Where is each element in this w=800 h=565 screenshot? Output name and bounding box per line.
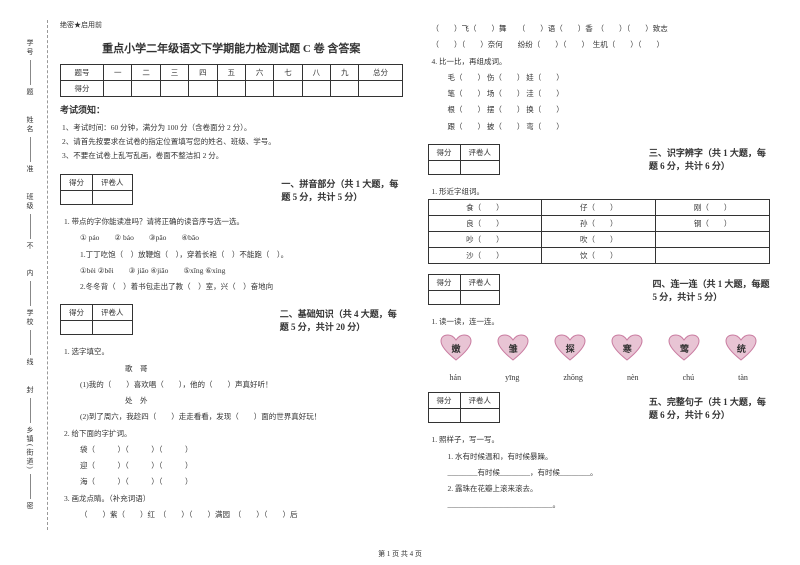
q-text: 1. 读一读，连一连。: [432, 316, 771, 327]
pinyin-row: hán yīng zhōng nèn chú tàn: [428, 373, 771, 382]
side-label: 乡镇(街道): [25, 426, 35, 471]
notice-item: 1、考试时间：60 分钟，满分为 100 分（含卷面分 2 分）。: [62, 122, 403, 133]
section-5-title: 五、完整句子（共 1 大题，每题 6 分，共计 6 分）: [649, 395, 770, 421]
q-line: 1.丁丁吃饱（ ）放鞭炮（ ），穿着长袍（ ）不能跑（ ）。: [64, 249, 403, 260]
q-line: 2.冬冬背（ ）着书包走出了教（ ）室，兴（ ）奋地向: [64, 281, 403, 292]
q-options: ① páo ② báo ③pǎo ④bǎo: [64, 232, 403, 243]
q-text: 处 外: [64, 395, 403, 406]
heart-icon: 莺: [668, 334, 700, 362]
right-column: （ ）飞（ ）舞 （ ）语（ ）香 （ ）（ ）致志 （ ）（ ）奈何 纷纷（ …: [428, 20, 771, 540]
side-info-strip: 学号 题 姓名 准 班级 不 内 学校 线 封 乡镇(街道) 密: [10, 30, 50, 520]
notice-item: 2、请首先按要求在试卷的指定位置填写您的姓名、班级、学号。: [62, 136, 403, 147]
page-number: 第 1 页 共 4 页: [0, 549, 800, 559]
side-label: 姓名: [25, 116, 35, 134]
notice-title: 考试须知：: [60, 103, 403, 116]
notice-item: 3、不要在试卷上乱写乱画，卷面不整洁扣 2 分。: [62, 150, 403, 161]
score-summary-table: 题号一二三四五六七八九总分 得分: [60, 64, 403, 97]
pinyin-label: hán: [450, 373, 462, 382]
side-label: 班级: [25, 193, 35, 211]
q-text: 1. 水有时候温和，有时候暴躁。: [432, 451, 771, 462]
seal-text: 绝密★启用前: [60, 20, 403, 30]
q-text: 毛（ ） 伤（ ） 娃（ ）: [432, 72, 771, 83]
q-text: 迎（ ）（ ）（ ）: [64, 460, 403, 471]
q-text: （ ）飞（ ）舞 （ ）语（ ）香 （ ）（ ）致志: [432, 23, 771, 34]
side-hint: 密: [25, 502, 35, 511]
q-text: 2. 给下面的字扩词。: [64, 428, 403, 439]
heart-icon: 探: [554, 334, 586, 362]
side-hint: 题: [25, 88, 35, 97]
section-2-title: 二、基础知识（共 4 大题，每题 5 分，共计 20 分）: [280, 307, 403, 333]
side-hint: 线: [25, 358, 35, 367]
q-text: 1. 带点的字你能读准吗？请将正确的读音序号选一选。: [64, 216, 403, 227]
q-text: 跟（ ） 披（ ） 弯（ ）: [432, 121, 771, 132]
side-label: 学号: [25, 39, 35, 57]
q-text: 1. 形近字组词。: [432, 186, 771, 197]
section-3-title: 三、识字辨字（共 1 大题，每题 6 分，共计 6 分）: [649, 146, 770, 172]
exam-page: 绝密★启用前 重点小学二年级语文下学期能力检测试题 C 卷 含答案 题号一二三四…: [0, 0, 800, 540]
q-text: 3. 画龙点睛。（补充词语）: [64, 493, 403, 504]
q-text: 歌 哥: [64, 363, 403, 374]
q-options: ①bèi ②bēi ③ jiāo ④jiāo ⑤xīng ⑥xìng: [64, 265, 403, 276]
q-text: 4. 比一比，再组成词。: [432, 56, 771, 67]
section-score-box: 得分评卷人: [428, 274, 641, 305]
side-hint: 封: [25, 386, 35, 395]
section-1-title: 一、拼音部分（共 1 大题，每题 5 分，共计 5 分）: [281, 177, 402, 203]
section-4-title: 四、连一连（共 1 大题，每题 5 分，共计 5 分）: [652, 277, 770, 303]
q-text: ____________________________。: [432, 499, 771, 510]
q-text: ________有时候________，有时候________。: [432, 467, 771, 478]
side-hint: 内: [25, 269, 35, 278]
heart-icon: 统: [725, 334, 757, 362]
q-text: 1. 照样子，写一写。: [432, 434, 771, 445]
section-score-box: 得分评卷人: [60, 174, 269, 205]
notice-list: 1、考试时间：60 分钟，满分为 100 分（含卷面分 2 分）。 2、请首先按…: [60, 119, 403, 164]
left-column: 绝密★启用前 重点小学二年级语文下学期能力检测试题 C 卷 含答案 题号一二三四…: [60, 20, 403, 540]
section-score-box: 得分评卷人: [60, 304, 268, 335]
heart-icon: 嫩: [440, 334, 472, 362]
q-text: 根（ ） 摆（ ） 换（ ）: [432, 104, 771, 115]
q-text: (1)我的（ ）喜欢唱（ ），他的（ ）声真好听！: [64, 379, 403, 390]
q-text: 笔（ ） 场（ ） 洼（ ）: [432, 88, 771, 99]
heart-icon: 寒: [611, 334, 643, 362]
hearts-row: 嫩雏探寒莺统: [428, 334, 771, 362]
q-text: 1. 选字填空。: [64, 346, 403, 357]
q-text: （ ）（ ）奈何 纷纷（ ）（ ） 生机（ ）（ ）: [432, 39, 771, 50]
char-compare-table: 食（ ）仔（ ）刚（ ）良（ ）孙（ ）钢（ ）吵（ ）吹（ ）沙（ ）饮（ ）: [428, 199, 771, 264]
pinyin-label: nèn: [627, 373, 639, 382]
exam-title: 重点小学二年级语文下学期能力检测试题 C 卷 含答案: [60, 40, 403, 56]
side-hint: 不: [25, 242, 35, 251]
heart-icon: 雏: [497, 334, 529, 362]
side-label: 学校: [25, 309, 35, 327]
pinyin-label: tàn: [738, 373, 748, 382]
side-hint: 准: [25, 165, 35, 174]
section-score-box: 得分评卷人: [428, 144, 637, 175]
q-text: 袋（ ）（ ）（ ）: [64, 444, 403, 455]
q-text: (2)到了周六，我趁四（ ）走走看看，发现（ ）面的世界真好玩！: [64, 411, 403, 422]
q-text: 2. 露珠在花瓣上滚来滚去。: [432, 483, 771, 494]
q-text: （ ）紫（ ）红 （ ）（ ）满园 （ ）（ ）后: [64, 509, 403, 520]
pinyin-label: zhōng: [563, 373, 583, 382]
q-text: 海（ ）（ ）（ ）: [64, 476, 403, 487]
section-score-box: 得分评卷人: [428, 392, 637, 423]
pinyin-label: yīng: [505, 373, 519, 382]
pinyin-label: chú: [683, 373, 695, 382]
